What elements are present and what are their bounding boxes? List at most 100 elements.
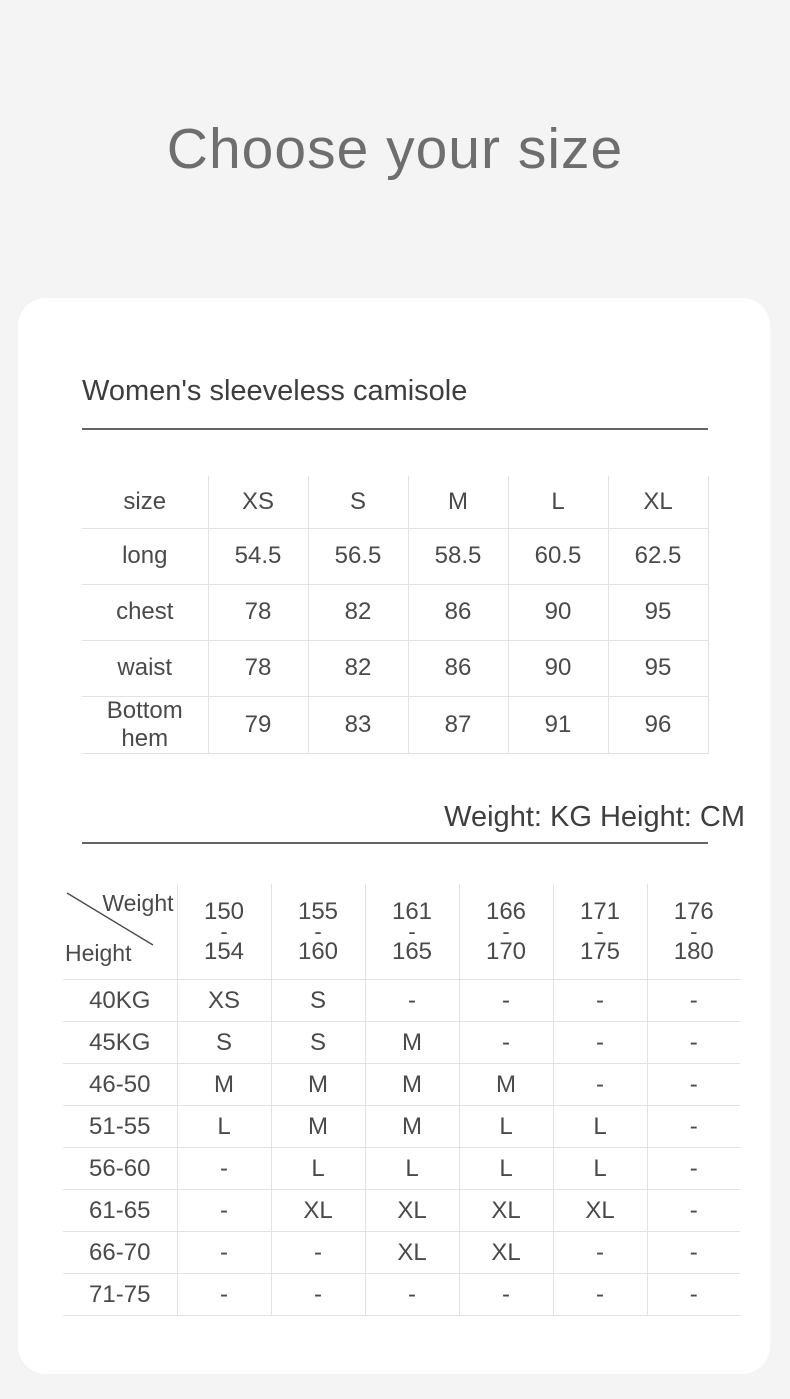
range-separator: - xyxy=(502,918,510,944)
product-title-underline xyxy=(82,428,708,430)
fit-table-cell: - xyxy=(647,1189,740,1232)
fit-table-range-cell: 155 - 160 xyxy=(271,883,366,980)
fit-table-cell: - xyxy=(647,1105,740,1148)
size-table-header-cell: L xyxy=(508,476,609,529)
fit-table-cell: - xyxy=(647,1147,740,1190)
range-max: 160 xyxy=(297,937,339,965)
fit-table-row: 61-65 - XL XL XL XL - xyxy=(63,1189,740,1232)
fit-table-cell: - xyxy=(459,1273,554,1316)
fit-table-row: 66-70 - - XL XL - - xyxy=(63,1231,740,1274)
fit-table-cell: - xyxy=(647,1231,740,1274)
fit-table-cell: - xyxy=(647,1273,740,1316)
fit-table-row-label: 61-65 xyxy=(63,1189,178,1232)
fit-table-cell: - xyxy=(459,1021,554,1064)
fit-table-row-label: 71-75 xyxy=(63,1273,178,1316)
fit-table-cell: XL xyxy=(271,1189,366,1232)
fit-table-cell: - xyxy=(459,979,554,1022)
units-note-underline xyxy=(82,841,708,844)
size-table-cell: 60.5 xyxy=(508,528,609,585)
fit-table-cell: XL xyxy=(365,1231,460,1274)
size-table-cell: 78 xyxy=(208,584,309,641)
fit-table-cell: S xyxy=(271,1021,366,1064)
fit-table-cell: L xyxy=(459,1105,554,1148)
fit-table-cell: L xyxy=(553,1105,648,1148)
size-table-cell: 95 xyxy=(608,584,709,641)
range-min: 155 xyxy=(297,897,339,925)
size-table-header-cell: S xyxy=(308,476,409,529)
fit-table-row-label: 66-70 xyxy=(63,1231,178,1274)
size-measurements-table: size XS S M L XL long 54.5 56.5 58.5 60.… xyxy=(82,476,709,754)
fit-table-cell: - xyxy=(553,1063,648,1106)
range-min: 166 xyxy=(485,897,527,925)
size-table-cell: 87 xyxy=(408,696,509,754)
range-max: 170 xyxy=(485,937,527,965)
fit-table-cell: - xyxy=(553,979,648,1022)
size-table-row-label: chest xyxy=(82,584,209,641)
fit-table-cell: XL xyxy=(459,1189,554,1232)
fit-table-cell: L xyxy=(271,1147,366,1190)
fit-table-range-cell: 171 - 175 xyxy=(553,883,648,980)
fit-table-cell: - xyxy=(553,1021,648,1064)
size-table-header-cell: M xyxy=(408,476,509,529)
units-note: Weight: KG Height: CM xyxy=(444,800,745,833)
page-title: Choose your size xyxy=(166,117,624,181)
size-table-row-label: size xyxy=(82,476,209,529)
size-table-cell: 91 xyxy=(508,696,609,754)
size-table-cell: 90 xyxy=(508,584,609,641)
fit-table-row: 46-50 M M M M - - xyxy=(63,1063,740,1106)
fit-table-cell: - xyxy=(365,1273,460,1316)
fit-table-cell: XL xyxy=(459,1231,554,1274)
size-guide-card: Women's sleeveless camisole size XS S M … xyxy=(18,298,770,1374)
size-table-cell: 86 xyxy=(408,640,509,697)
fit-table-row: 40KG XS S - - - - xyxy=(63,979,740,1022)
range-separator: - xyxy=(690,918,698,944)
fit-table-cell: - xyxy=(177,1189,272,1232)
size-table-cell: 58.5 xyxy=(408,528,509,585)
fit-table-row: 71-75 - - - - - - xyxy=(63,1273,740,1316)
range-separator: - xyxy=(314,918,322,944)
fit-table-row-label: 51-55 xyxy=(63,1105,178,1148)
fit-table-cell: - xyxy=(365,979,460,1022)
fit-table-cell: M xyxy=(365,1105,460,1148)
product-title: Women's sleeveless camisole xyxy=(82,375,468,407)
size-table-cell: 82 xyxy=(308,640,409,697)
fit-table-cell: - xyxy=(177,1231,272,1274)
fit-table-range-cell: 166 - 170 xyxy=(459,883,554,980)
fit-table-cell: XS xyxy=(177,979,272,1022)
size-table-cell: 96 xyxy=(608,696,709,754)
size-table-cell: 82 xyxy=(308,584,409,641)
range-separator: - xyxy=(408,918,416,944)
fit-table-range-cell: 150 - 154 xyxy=(177,883,272,980)
fit-table-row-label: 40KG xyxy=(63,979,178,1022)
fit-table-cell: - xyxy=(177,1273,272,1316)
fit-table-cell: M xyxy=(365,1063,460,1106)
size-table-row: long 54.5 56.5 58.5 60.5 62.5 xyxy=(82,528,709,585)
size-table-row: chest 78 82 86 90 95 xyxy=(82,584,709,641)
size-table-row: Bottom hem 79 83 87 91 96 xyxy=(82,696,709,754)
fit-table-cell: - xyxy=(553,1231,648,1274)
range-separator: - xyxy=(220,918,228,944)
size-table-row-label: Bottom hem xyxy=(82,696,209,754)
fit-table-row: 45KG S S M - - - xyxy=(63,1021,740,1064)
range-separator: - xyxy=(596,918,604,944)
fit-table-row: 56-60 - L L L L - xyxy=(63,1147,740,1190)
fit-table-cell: M xyxy=(271,1063,366,1106)
fit-table-cell: - xyxy=(553,1273,648,1316)
range-min: 171 xyxy=(579,897,621,925)
fit-table-cell: S xyxy=(177,1021,272,1064)
fit-table-row-label: 56-60 xyxy=(63,1147,178,1190)
fit-table-cell: L xyxy=(177,1105,272,1148)
range-min: 161 xyxy=(391,897,433,925)
fit-table-range-cell: 176 - 180 xyxy=(647,883,740,980)
fit-table-range-cell: 161 - 165 xyxy=(365,883,460,980)
fit-table-cell: - xyxy=(647,1021,740,1064)
size-table-cell: 54.5 xyxy=(208,528,309,585)
fit-table-cell: XL xyxy=(365,1189,460,1232)
fit-table-cell: M xyxy=(459,1063,554,1106)
size-table-header-cell: XL xyxy=(608,476,709,529)
size-table-row: waist 78 82 86 90 95 xyxy=(82,640,709,697)
range-max: 180 xyxy=(673,937,714,965)
weight-height-fit-table: Weight Height 150 - 154 155 - 160 161 - … xyxy=(63,883,740,1316)
size-table-header-row: size XS S M L XL xyxy=(82,476,709,529)
corner-weight-label: Weight xyxy=(102,889,174,916)
